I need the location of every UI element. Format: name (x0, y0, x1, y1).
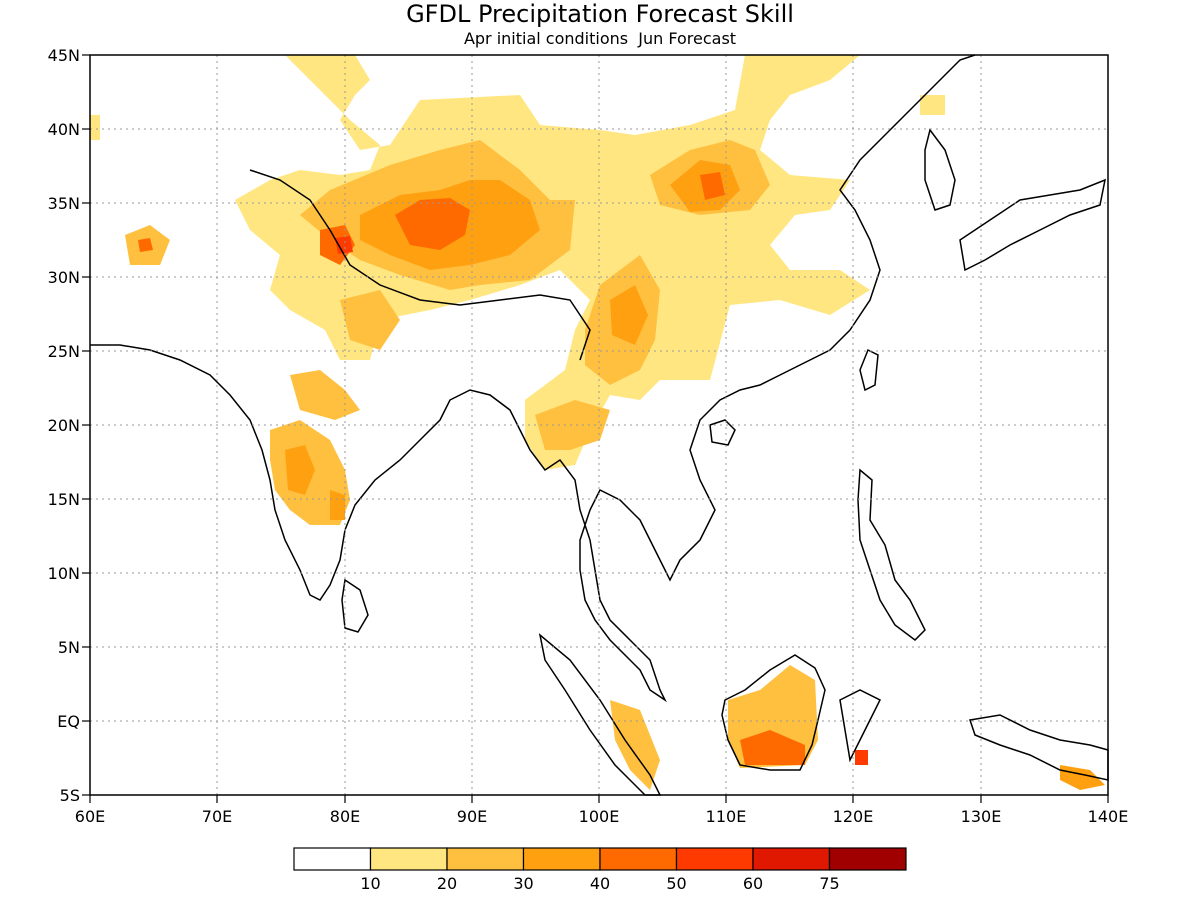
skill-region-sumatra (610, 700, 660, 790)
coastline-hainan (709, 419, 736, 446)
figure-subtitle: Apr initial conditions Jun Forecast (464, 29, 736, 48)
colorbar-swatch-5 (675, 847, 754, 871)
colorbar-swatch-2 (446, 847, 525, 871)
precipitation-shading (90, 55, 1105, 790)
coastline-taiwan (859, 348, 879, 392)
x-tick-label: 130E (961, 807, 1002, 826)
y-tick-label: 5S (60, 786, 80, 805)
colorbar-label: 20 (437, 874, 457, 893)
colorbar-swatch-4 (599, 847, 678, 871)
y-tick-label: EQ (57, 712, 80, 731)
colorbar-label: 30 (513, 874, 533, 893)
colorbar-label: 40 (590, 874, 610, 893)
map-panel (89, 54, 1109, 796)
y-tick-label: 30N (48, 268, 80, 287)
x-axis: 60E 70E 80E 90E 100E 110E 120E 130E 140E (75, 795, 1129, 826)
y-axis: 45N 40N 35N 30N 25N 20N 15N 10N 5N EQ 5S (48, 46, 90, 805)
skill-region-india-high (285, 445, 345, 520)
border-himalaya (249, 169, 591, 361)
colorbar-label: 50 (666, 874, 686, 893)
colorbar-swatch-1 (369, 847, 448, 871)
x-tick-label: 60E (75, 807, 105, 826)
skill-region-indochina (535, 400, 610, 450)
figure-title: GFDL Precipitation Forecast Skill (406, 0, 794, 28)
colorbar-swatch-6 (752, 847, 831, 871)
y-tick-label: 40N (48, 120, 80, 139)
y-tick-label: 5N (58, 638, 80, 657)
skill-region-sulawesi (855, 750, 868, 765)
colorbar-label: 60 (743, 874, 763, 893)
colorbar: 10 20 30 40 50 60 75 (293, 847, 907, 893)
y-tick-label: 25N (48, 342, 80, 361)
y-tick-label: 45N (48, 46, 80, 65)
grid-lines (90, 55, 1108, 795)
colorbar-swatch-3 (522, 847, 601, 871)
coastline-sulawesi (839, 689, 882, 763)
colorbar-label: 10 (360, 874, 380, 893)
x-tick-label: 70E (202, 807, 232, 826)
x-tick-label: 110E (706, 807, 747, 826)
skill-region-new-guinea (1060, 765, 1105, 790)
x-tick-label: 100E (579, 807, 620, 826)
y-tick-label: 15N (48, 490, 80, 509)
colorbar-label: 75 (819, 874, 839, 893)
coastline-philippines (857, 468, 926, 641)
skill-region-core (320, 172, 725, 265)
skill-region-borneo-high (740, 730, 805, 765)
colorbar-swatch-0 (293, 847, 372, 871)
y-tick-label: 35N (48, 194, 80, 213)
coastline-sri-lanka (341, 578, 369, 633)
x-tick-label: 80E (330, 807, 360, 826)
skill-region-peak (335, 236, 353, 254)
skill-region-west-patch (90, 115, 100, 140)
skill-region-korea (920, 95, 945, 115)
y-tick-label: 10N (48, 564, 80, 583)
coastline-mainland (90, 54, 976, 703)
coastline-borneo (721, 654, 826, 771)
y-tick-label: 20N (48, 416, 80, 435)
colorbar-swatch-7 (828, 847, 907, 871)
skill-region-afghanistan-core (138, 238, 153, 252)
x-tick-label: 90E (457, 807, 487, 826)
coastline-japan-korea (924, 128, 1107, 272)
x-tick-label: 140E (1088, 807, 1129, 826)
x-tick-label: 120E (833, 807, 874, 826)
